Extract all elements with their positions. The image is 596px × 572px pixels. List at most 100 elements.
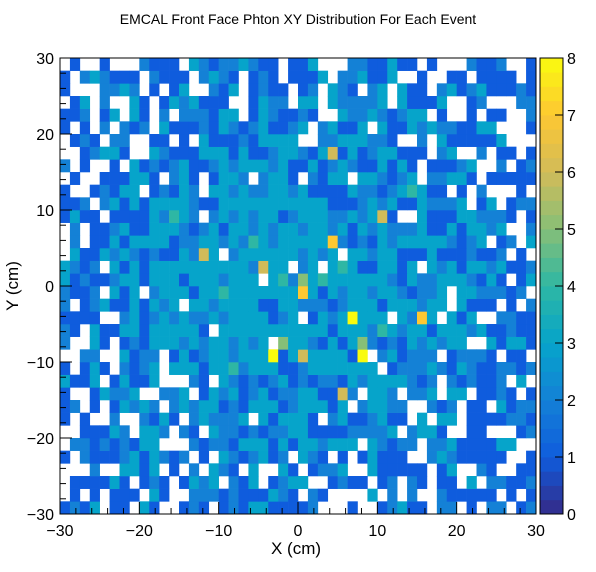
heatmap-cell xyxy=(387,412,398,426)
heatmap-cell xyxy=(466,286,477,299)
heatmap-cell xyxy=(139,108,150,122)
heatmap-cell xyxy=(397,286,408,299)
heatmap-cell xyxy=(278,172,289,185)
heatmap-cell xyxy=(268,362,279,375)
x-tick-label: 20 xyxy=(448,523,466,540)
heatmap-cell xyxy=(278,260,289,274)
heatmap-cell xyxy=(238,488,249,502)
heatmap-cell xyxy=(506,146,517,160)
heatmap-cell xyxy=(387,222,398,236)
heatmap-cell xyxy=(69,286,81,299)
heatmap-cell xyxy=(307,108,319,122)
heatmap-cell xyxy=(119,248,130,261)
heatmap-cell xyxy=(377,248,388,261)
heatmap-cell xyxy=(337,349,348,363)
heatmap-cell xyxy=(407,235,418,249)
heatmap-cell xyxy=(169,58,180,71)
heatmap-cell xyxy=(397,324,408,337)
heatmap-cell xyxy=(367,235,378,249)
heatmap-cell xyxy=(307,438,319,451)
heatmap-cell xyxy=(466,476,477,489)
heatmap-cell xyxy=(149,235,160,249)
heatmap-cell xyxy=(258,159,269,173)
heatmap-cell xyxy=(327,298,338,312)
heatmap-cell xyxy=(89,336,100,350)
heatmap-cell xyxy=(208,298,219,312)
heatmap-cell xyxy=(426,96,438,109)
heatmap-cell xyxy=(248,96,259,109)
heatmap-cell xyxy=(526,476,537,489)
heatmap-cell xyxy=(79,450,91,464)
heatmap-cell xyxy=(337,96,348,109)
heatmap-cell xyxy=(218,134,229,147)
heatmap-cell xyxy=(387,324,398,337)
heatmap-cell xyxy=(367,387,378,401)
heatmap-cell xyxy=(327,210,338,223)
heatmap-cell xyxy=(347,260,358,274)
heatmap-cell xyxy=(268,425,279,439)
heatmap-cell xyxy=(69,197,81,211)
heatmap-cell xyxy=(307,450,319,464)
heatmap-cell xyxy=(387,235,398,249)
heatmap-cell xyxy=(119,134,130,147)
heatmap-cell xyxy=(79,108,91,122)
heatmap-cell xyxy=(248,425,259,439)
heatmap-cell xyxy=(387,425,398,439)
heatmap-cell xyxy=(188,488,200,502)
heatmap-cell xyxy=(337,336,348,350)
heatmap-cell xyxy=(446,476,457,489)
heatmap-cell xyxy=(60,121,71,135)
heatmap-cell xyxy=(159,450,170,464)
heatmap-cell xyxy=(149,70,160,84)
heatmap-cell xyxy=(387,438,398,451)
heatmap-cell xyxy=(486,121,497,135)
heatmap-cell xyxy=(466,58,477,71)
colorbar-tick-label: 8 xyxy=(567,51,576,68)
heatmap-cell xyxy=(60,400,71,413)
heatmap-cell xyxy=(60,324,71,337)
heatmap-cell xyxy=(526,311,537,325)
heatmap-cell xyxy=(516,248,527,261)
heatmap-cell xyxy=(496,412,507,426)
heatmap-cell xyxy=(179,311,190,325)
heatmap-cell xyxy=(79,412,91,426)
heatmap-cell xyxy=(119,488,130,502)
heatmap-cell xyxy=(129,260,140,274)
heatmap-cell xyxy=(268,476,279,489)
colorbar-segment xyxy=(540,200,563,216)
heatmap-cell xyxy=(198,324,210,337)
heatmap-cell xyxy=(436,146,448,160)
heatmap-cell xyxy=(417,222,428,236)
heatmap-cell xyxy=(228,121,239,135)
heatmap-cell xyxy=(367,159,378,173)
heatmap-cell xyxy=(79,438,91,451)
heatmap-cell xyxy=(179,159,190,173)
heatmap-cell xyxy=(258,336,269,350)
heatmap-cell xyxy=(327,311,338,325)
heatmap-cell xyxy=(218,374,229,388)
heatmap-cell xyxy=(397,96,408,109)
heatmap-cell xyxy=(228,172,239,185)
heatmap-cell xyxy=(347,235,358,249)
x-tick-label: 10 xyxy=(368,523,386,540)
heatmap-cell xyxy=(99,83,110,97)
heatmap-cell xyxy=(397,108,408,122)
heatmap-cell xyxy=(367,362,378,375)
heatmap-cell xyxy=(119,425,130,439)
heatmap-cell xyxy=(159,210,170,223)
heatmap-cell xyxy=(357,336,368,350)
heatmap-cell xyxy=(446,400,457,413)
heatmap-cell xyxy=(198,298,210,312)
heatmap-cell xyxy=(417,311,428,325)
heatmap-cell xyxy=(159,235,170,249)
heatmap-cell xyxy=(79,70,91,84)
heatmap-cell xyxy=(327,362,338,375)
heatmap-cell xyxy=(109,374,120,388)
heatmap-cell xyxy=(526,501,537,515)
heatmap-cell xyxy=(387,374,398,388)
chart-title: EMCAL Front Face Phton XY Distribution F… xyxy=(120,11,476,27)
heatmap-cell xyxy=(506,324,517,337)
heatmap-cell xyxy=(79,349,91,363)
heatmap-cell xyxy=(417,476,428,489)
